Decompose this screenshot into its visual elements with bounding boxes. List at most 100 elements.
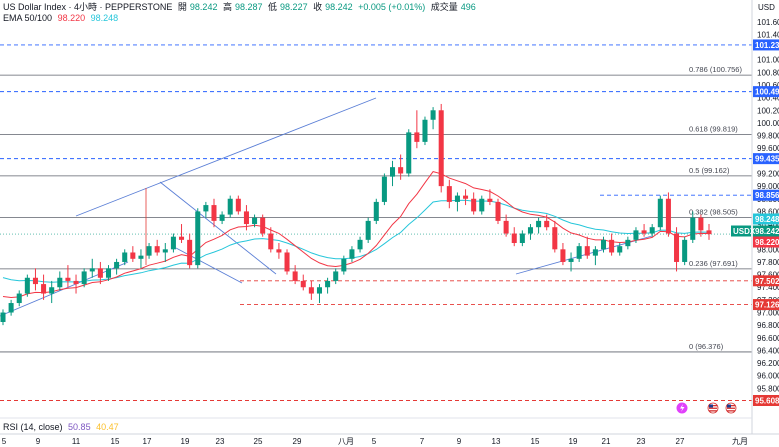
candle[interactable]	[268, 227, 274, 253]
candle[interactable]	[576, 243, 582, 262]
candle[interactable]	[560, 243, 566, 266]
candle[interactable]	[146, 243, 152, 259]
candle[interactable]	[398, 154, 404, 180]
candle[interactable]	[316, 284, 322, 304]
candle[interactable]	[536, 217, 542, 234]
candle[interactable]	[609, 233, 615, 256]
candle[interactable]	[333, 268, 339, 285]
candle[interactable]	[105, 265, 112, 281]
candle[interactable]	[235, 195, 241, 215]
candle[interactable]	[592, 246, 598, 266]
candle[interactable]	[97, 261, 103, 285]
candle[interactable]	[162, 243, 168, 262]
candle[interactable]	[471, 192, 477, 215]
candle[interactable]	[527, 224, 533, 240]
candle[interactable]	[568, 252, 574, 272]
candle[interactable]	[227, 195, 233, 218]
candle[interactable]	[41, 274, 47, 300]
candle[interactable]	[373, 198, 379, 225]
candle[interactable]	[657, 195, 663, 231]
candle[interactable]	[89, 258, 95, 278]
candle[interactable]	[81, 268, 87, 288]
candle[interactable]	[284, 249, 290, 275]
candle[interactable]	[665, 192, 671, 237]
candle[interactable]	[479, 195, 485, 215]
candle[interactable]	[341, 255, 347, 275]
candle[interactable]	[195, 208, 201, 269]
candle[interactable]	[73, 274, 79, 294]
candle[interactable]	[438, 103, 444, 193]
candle[interactable]	[219, 211, 225, 225]
candle[interactable]	[211, 198, 217, 228]
trendline[interactable]	[175, 247, 243, 284]
candle[interactable]	[276, 243, 282, 259]
candle[interactable]	[24, 274, 30, 297]
candle[interactable]	[16, 290, 22, 307]
candle[interactable]	[357, 236, 363, 253]
candle[interactable]	[503, 214, 509, 237]
rsi-legend[interactable]: RSI (14, close) 50.85 40.47	[3, 421, 122, 433]
candle[interactable]	[519, 230, 525, 247]
candle[interactable]	[187, 233, 193, 269]
ema-slow-line[interactable]	[2, 199, 710, 283]
candle[interactable]	[8, 299, 14, 316]
us-flag-icon[interactable]	[707, 402, 719, 414]
candle[interactable]	[406, 129, 412, 177]
candle[interactable]	[674, 227, 680, 272]
candle[interactable]	[600, 236, 607, 253]
candle[interactable]	[463, 189, 469, 206]
symbol-title[interactable]: US Dollar Index · 4小時 · PEPPERSTONE	[3, 2, 173, 12]
candle[interactable]	[414, 110, 420, 149]
candle[interactable]	[49, 280, 55, 304]
candle[interactable]	[381, 173, 387, 206]
candle[interactable]	[0, 309, 6, 326]
candle[interactable]	[649, 224, 655, 237]
candle[interactable]	[552, 220, 558, 253]
trendline[interactable]	[75, 97, 377, 217]
candle[interactable]	[170, 233, 176, 253]
candle[interactable]	[682, 236, 688, 266]
candle[interactable]	[65, 265, 71, 288]
candle[interactable]	[300, 274, 306, 291]
candle[interactable]	[495, 198, 501, 225]
ema-legend[interactable]: EMA 50/100 98.220 98.248	[3, 12, 121, 24]
candle[interactable]	[544, 214, 550, 231]
candle[interactable]	[690, 211, 696, 243]
candle[interactable]	[57, 271, 63, 291]
candle[interactable]	[430, 107, 436, 130]
candle[interactable]	[641, 224, 647, 237]
candle[interactable]	[203, 201, 209, 218]
candle[interactable]	[625, 236, 631, 250]
candle[interactable]	[243, 205, 249, 231]
candle[interactable]	[633, 227, 639, 243]
candle[interactable]	[130, 246, 136, 262]
candle[interactable]	[325, 277, 331, 294]
candle[interactable]	[179, 224, 185, 243]
us-flag-icon-2[interactable]	[725, 402, 737, 414]
candle[interactable]	[365, 217, 371, 243]
candle[interactable]	[446, 179, 452, 209]
trendline[interactable]	[159, 181, 277, 275]
candle[interactable]	[617, 243, 623, 256]
candle[interactable]	[252, 214, 258, 228]
candle[interactable]	[390, 160, 396, 187]
candle[interactable]	[308, 280, 314, 300]
candle[interactable]	[584, 236, 590, 259]
candle[interactable]	[349, 246, 355, 262]
candle[interactable]	[292, 265, 298, 285]
candle[interactable]	[154, 239, 160, 256]
candle[interactable]	[260, 214, 266, 237]
candle[interactable]	[138, 249, 144, 269]
candle[interactable]	[114, 258, 120, 275]
candle[interactable]	[454, 192, 460, 212]
ema-fast-line[interactable]	[2, 171, 710, 299]
candle[interactable]	[487, 189, 493, 206]
flash-icon[interactable]	[676, 402, 688, 414]
candle[interactable]	[706, 224, 712, 240]
candle[interactable]	[698, 214, 704, 237]
candle[interactable]	[422, 116, 428, 146]
candle[interactable]	[32, 268, 38, 291]
candle[interactable]	[511, 227, 517, 247]
candle[interactable]	[122, 249, 128, 266]
